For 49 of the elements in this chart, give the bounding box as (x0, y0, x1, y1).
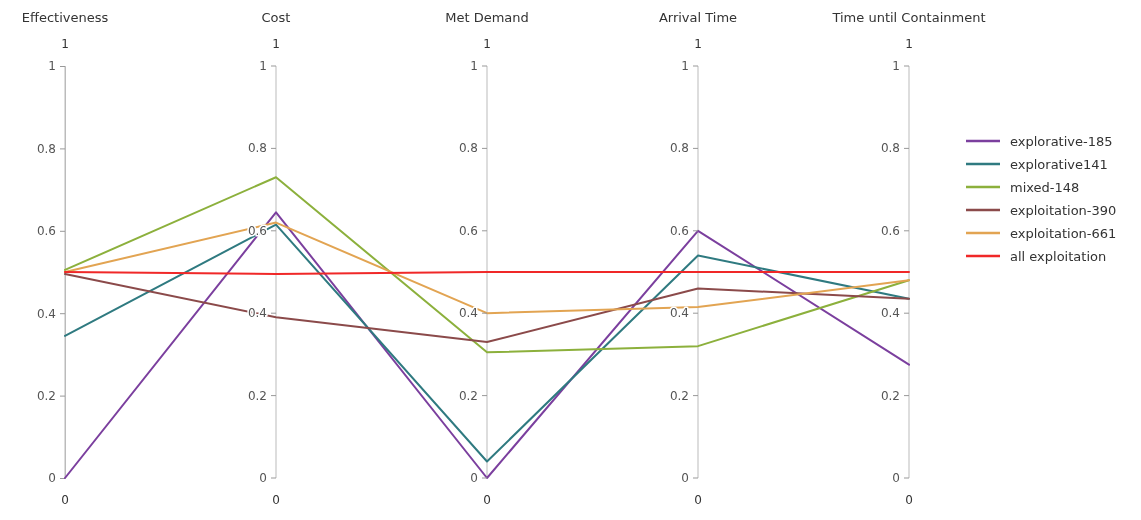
annotation: 0.2 (458, 388, 478, 403)
y-tick-label: 1 (259, 59, 267, 73)
annotation: 0.8 (880, 141, 900, 156)
annotation: 0.6 (458, 223, 478, 238)
legend-label: exploitation-390 (1010, 203, 1117, 218)
text: 1 (483, 37, 491, 51)
x-tick-label: Cost (261, 10, 291, 25)
x-tick-label: Met Demand (445, 10, 529, 25)
x-tick-label: Effectiveness (21, 10, 109, 25)
annotation: 0.8 (458, 141, 478, 156)
text: 1 (694, 37, 702, 51)
annotation: 0 (681, 471, 689, 485)
y-tick-label: 0 (259, 471, 267, 485)
annotation: 0.8 (669, 141, 689, 156)
text: 0 (905, 493, 913, 507)
annotation: 1 (48, 59, 56, 74)
annotation: 0.4 (880, 306, 900, 321)
annotation: 0.4 (36, 306, 56, 321)
annotation: 0.6 (36, 224, 56, 239)
legend-label: explorative141 (1010, 157, 1108, 172)
y-tick-label: 0.2 (247, 388, 267, 403)
text: 1 (272, 37, 280, 51)
annotation: 0.4 (458, 306, 478, 321)
annotation: 0.2 (36, 388, 56, 403)
annotation: 0.2 (880, 388, 900, 403)
legend-label: exploitation-661 (1010, 226, 1117, 241)
text: 0 (61, 493, 69, 507)
legend-label: explorative-185 (1010, 134, 1113, 149)
annotation: 0 (892, 471, 900, 485)
annotation: 1 (681, 59, 689, 73)
annotation: 0 (470, 471, 478, 485)
annotation: 0.6 (880, 223, 900, 238)
x-tick-label: Arrival Time (658, 10, 738, 25)
annotation: 0.8 (36, 141, 56, 156)
legend-label: mixed-148 (1010, 180, 1080, 195)
annotation: 1 (892, 59, 900, 73)
annotation: 1 (470, 59, 478, 73)
text: 1 (905, 37, 913, 51)
y-tick-label: 0.8 (247, 141, 267, 156)
text: 0 (694, 493, 702, 507)
text: 0 (272, 493, 280, 507)
annotation: 0 (48, 471, 56, 486)
annotation: 0.2 (669, 388, 689, 403)
text: 0 (483, 493, 491, 507)
annotation: 0.4 (669, 306, 689, 321)
x-tick-label: Time until Containment (831, 10, 986, 25)
annotation: 0.6 (669, 223, 689, 238)
text: 1 (61, 37, 69, 51)
legend-label: all exploitation (1010, 249, 1107, 264)
